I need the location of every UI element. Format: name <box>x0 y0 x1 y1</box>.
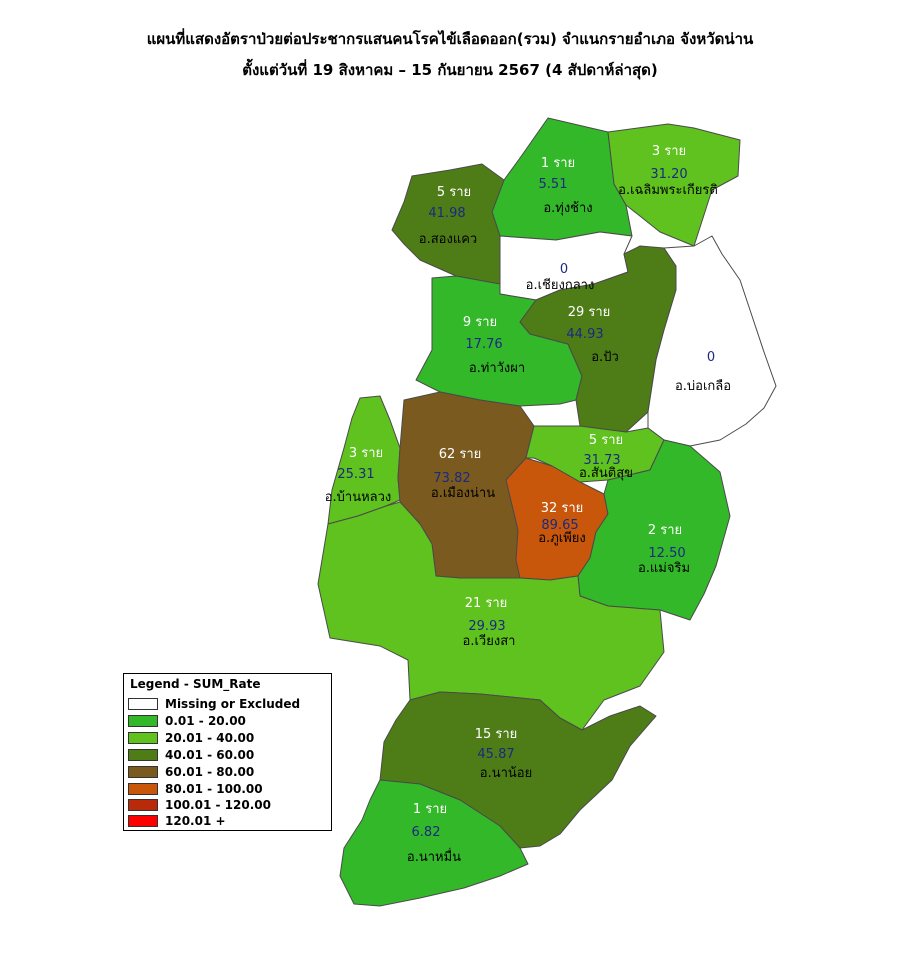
rate-label-santi-suk: 31.73 <box>583 453 620 468</box>
map-subtitle: ตั้งแต่วันที่ 19 สิงหาคม – 15 กันยายน 25… <box>242 61 658 79</box>
name-label-ban-luang: อ.บ้านหลวง <box>325 490 392 505</box>
name-label-phu-phiang: อ.ภูเพียง <box>538 530 586 546</box>
district-area-chaloem[interactable] <box>607 123 741 247</box>
cases-label-chaloem: 3 ราย <box>652 144 686 159</box>
name-label-song-khwae: อ.สองแคว <box>419 232 477 247</box>
name-label-na-noi: อ.นาน้อย <box>480 766 532 781</box>
rate-label-tha-wang-pha: 17.76 <box>465 337 502 352</box>
legend-label: 20.01 - 40.00 <box>165 731 255 745</box>
cases-label-santi-suk: 5 ราย <box>589 433 623 448</box>
rate-label-pua: 44.93 <box>566 327 603 342</box>
cases-label-mueang-nan: 62 ราย <box>439 447 482 462</box>
legend-label: 100.01 - 120.00 <box>165 798 271 812</box>
legend-swatch <box>128 715 158 727</box>
cases-label-phu-phiang: 32 ราย <box>541 501 584 516</box>
cases-label-song-khwae: 5 ราย <box>437 185 471 200</box>
legend-label: 40.01 - 60.00 <box>165 748 255 762</box>
rate-label-bo-kluea: 0 <box>707 350 715 365</box>
cases-label-pua: 29 ราย <box>568 305 611 320</box>
name-label-wiang-sa: อ.เวียงสา <box>463 633 516 649</box>
cases-label-mae-charim: 2 ราย <box>648 523 682 538</box>
cases-label-thung-chang: 1 ราย <box>541 156 575 171</box>
name-label-thung-chang: อ.ทุ่งช้าง <box>543 201 592 216</box>
name-label-tha-wang-pha: อ.ท่าวังผา <box>469 361 525 376</box>
legend-swatch <box>128 732 158 744</box>
legend-swatch <box>128 698 158 710</box>
map-title: แผนที่แสดงอัตราป่วยต่อประชากรแสนคนโรคไข้… <box>146 30 754 48</box>
rate-label-ban-luang: 25.31 <box>337 467 374 482</box>
district-area-na-muen[interactable] <box>339 779 529 907</box>
legend-label: 60.01 - 80.00 <box>165 765 255 779</box>
rate-label-chaloem: 31.20 <box>650 167 687 182</box>
cases-label-tha-wang-pha: 9 ราย <box>463 315 497 330</box>
rate-label-na-muen: 6.82 <box>412 825 441 840</box>
cases-label-ban-luang: 3 ราย <box>349 446 383 461</box>
legend-label: Missing or Excluded <box>165 697 301 711</box>
rate-label-chiang-klang: 0 <box>560 262 568 277</box>
district-area-bo-kluea[interactable] <box>647 235 777 447</box>
legend-label: 0.01 - 20.00 <box>165 714 246 728</box>
district-area-wiang-sa[interactable] <box>317 501 665 731</box>
cases-label-na-muen: 1 ราย <box>413 802 447 817</box>
legend-swatch <box>128 799 158 811</box>
name-label-bo-kluea: อ.บ่อเกลือ <box>675 378 731 394</box>
legend-swatch <box>128 783 158 795</box>
legend-swatch <box>128 766 158 778</box>
rate-label-song-khwae: 41.98 <box>428 206 465 221</box>
district-area-song-khwae[interactable] <box>391 163 505 285</box>
rate-label-mae-charim: 12.50 <box>648 546 685 561</box>
map-legend: Legend - SUM_Rate Missing or Excluded 0.… <box>123 673 332 831</box>
name-label-chiang-klang: อ.เชียงกลาง <box>526 277 595 293</box>
rate-label-thung-chang: 5.51 <box>539 177 568 192</box>
legend-title: Legend - SUM_Rate <box>130 677 261 691</box>
name-label-mae-charim: อ.แม่จริม <box>638 561 690 576</box>
rate-label-mueang-nan: 73.82 <box>433 471 470 486</box>
legend-swatch <box>128 749 158 761</box>
legend-swatch <box>128 815 158 827</box>
rate-label-wiang-sa: 29.93 <box>468 619 505 634</box>
cases-label-wiang-sa: 21 ราย <box>465 596 508 611</box>
name-label-na-muen: อ.นาหมื่น <box>407 848 461 865</box>
name-label-mueang-nan: อ.เมืองน่าน <box>431 485 495 501</box>
rate-label-phu-phiang: 89.65 <box>541 518 578 533</box>
legend-label: 80.01 - 100.00 <box>165 782 263 796</box>
cases-label-na-noi: 15 ราย <box>475 727 518 742</box>
name-label-santi-suk: อ.สันติสุข <box>579 466 633 481</box>
rate-label-na-noi: 45.87 <box>477 747 514 762</box>
name-label-pua: อ.ปัว <box>591 350 619 365</box>
name-label-chaloem: อ.เฉลิมพระเกียรติ <box>618 182 718 198</box>
legend-label: 120.01 + <box>165 814 226 828</box>
